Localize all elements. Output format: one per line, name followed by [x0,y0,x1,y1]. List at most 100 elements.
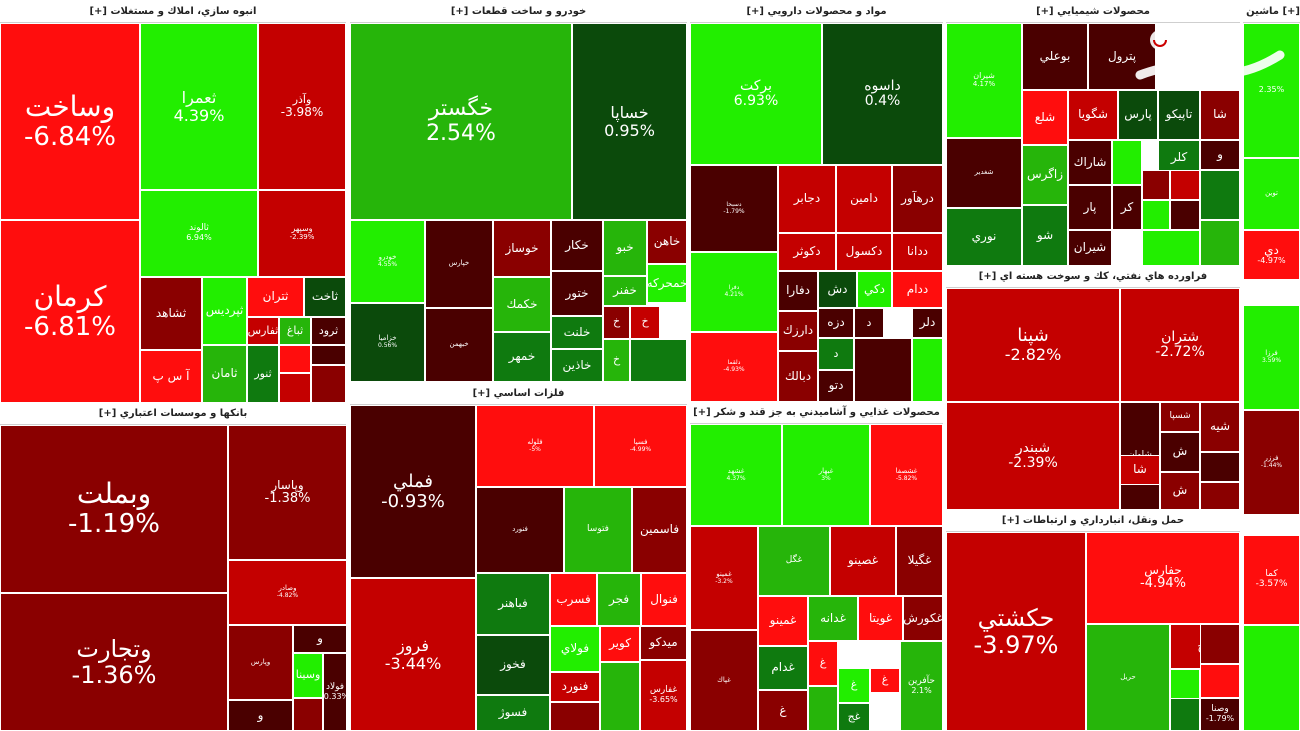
stock-tile[interactable]: ثنور [247,345,279,403]
stock-tile[interactable]: غ [808,641,838,686]
stock-tile[interactable]: غ [870,668,900,693]
stock-tile[interactable]: غگيلا [896,526,943,596]
sector-header[interactable]: [+] ماشين آلات [1243,3,1300,23]
stock-tile[interactable] [1112,140,1142,185]
stock-tile[interactable]: فنورد [476,487,564,573]
stock-tile[interactable]: وصادر -4.82% [228,560,347,625]
stock-tile[interactable]: بركت 6.93% [690,23,822,165]
stock-tile[interactable]: غصينو [830,526,896,596]
stock-tile[interactable]: ثرود [311,317,346,345]
stock-tile[interactable] [1200,624,1240,664]
stock-tile[interactable]: فسپا -4.99% [594,405,687,487]
stock-tile[interactable]: پار [1068,185,1112,230]
stock-tile[interactable]: خكار [551,220,603,271]
stock-tile[interactable]: ثپرديس [202,277,247,345]
stock-tile[interactable] [630,339,687,382]
stock-tile[interactable]: نوري [946,208,1022,266]
stock-tile[interactable]: وساخت -6.84% [0,23,140,220]
stock-tile[interactable]: غ [838,668,870,703]
stock-tile[interactable] [1142,230,1200,266]
stock-tile[interactable]: شيه [1200,402,1240,452]
stock-tile[interactable] [1170,698,1200,731]
stock-tile[interactable]: فلوله -5% [476,405,594,487]
stock-tile[interactable]: فرزا 3.59% [1243,305,1300,410]
stock-tile[interactable]: خبو [603,220,647,276]
stock-tile[interactable]: خلنت [551,316,603,349]
stock-tile[interactable] [279,345,311,373]
sector-header[interactable]: خودرو و ساخت قطعات [+] [350,3,687,23]
stock-tile[interactable]: وصنا -1.79% [1200,698,1240,731]
stock-tile[interactable]: خكمك [493,277,551,332]
stock-tile[interactable] [293,698,323,731]
stock-tile[interactable]: غپاك [690,630,758,731]
stock-tile[interactable]: ثباغ [279,317,311,345]
stock-tile[interactable]: شگويا [1068,90,1118,140]
stock-tile[interactable]: ثشاهد [140,277,202,350]
stock-tile[interactable]: شبندر -2.39% [946,402,1120,510]
stock-tile[interactable]: ش [1160,432,1200,472]
stock-tile[interactable]: ميدكو [640,626,687,660]
stock-tile[interactable]: ثالوند 6.94% [140,190,258,277]
stock-tile[interactable]: دتو [818,370,854,402]
stock-tile[interactable]: فجر [597,573,641,626]
stock-tile[interactable]: فنوال [641,573,687,626]
stock-tile[interactable]: خگستر 2.54% [350,23,572,220]
stock-tile[interactable]: خاذين [551,349,603,382]
stock-tile[interactable]: آ س پ [140,350,202,403]
stock-tile[interactable]: ثتران [247,277,304,317]
stock-tile[interactable]: غفارس -3.65% [640,660,687,731]
stock-tile[interactable]: وتجارت -1.36% [0,593,228,731]
stock-tile[interactable]: خبهمن [425,308,493,382]
stock-tile[interactable]: كوير [600,626,640,662]
stock-tile[interactable] [311,365,346,403]
stock-tile[interactable]: خپارس [425,220,493,308]
stock-tile[interactable]: دفرا 4.21% [690,252,778,332]
stock-tile[interactable] [1200,664,1240,698]
stock-tile[interactable]: دجابر [778,165,836,233]
stock-tile[interactable]: غگل [758,526,830,596]
stock-tile[interactable]: دكوثر [778,233,836,271]
stock-tile[interactable] [279,373,311,403]
stock-tile[interactable]: كما -3.57% [1243,535,1300,625]
sector-header[interactable]: فلزات اساسي [+] [350,385,687,405]
stock-tile[interactable]: شيران 4.17% [946,23,1022,138]
stock-tile[interactable]: پترول [1088,23,1156,90]
stock-tile[interactable]: غج [838,703,870,731]
sector-header[interactable]: مواد و محصولات دارويي [+] [690,3,943,23]
stock-tile[interactable]: دزه [818,308,854,338]
stock-tile[interactable]: دبالك [778,351,818,402]
stock-tile[interactable] [550,702,600,731]
stock-tile[interactable]: شاراك [1068,140,1112,185]
stock-tile[interactable]: تاپيكو [1158,90,1200,140]
stock-tile[interactable] [1243,625,1300,731]
stock-tile[interactable]: دكي [857,271,892,308]
stock-tile[interactable] [1200,220,1240,266]
stock-tile[interactable]: ددام [892,271,943,308]
stock-tile[interactable]: ثفارس [247,317,279,345]
stock-tile[interactable]: غ [758,690,808,731]
stock-tile[interactable]: شپنا -2.82% [946,288,1120,402]
stock-tile[interactable]: دي -4.97% [1243,230,1300,280]
stock-tile[interactable]: غشهد 4.37% [690,424,782,526]
stock-tile[interactable]: غمينو -3.2% [690,526,758,630]
stock-tile[interactable] [912,338,943,402]
stock-tile[interactable]: خ [603,306,630,339]
stock-tile[interactable]: كر [1112,185,1142,230]
stock-tile[interactable]: ختور [551,271,603,316]
stock-tile[interactable] [1170,200,1200,230]
stock-tile[interactable] [1142,170,1170,200]
stock-tile[interactable]: شو [1022,205,1068,266]
stock-tile[interactable]: فتوسا [564,487,632,573]
stock-tile[interactable]: فاسمين [632,487,687,573]
stock-tile[interactable]: شا [1120,455,1160,485]
stock-tile[interactable]: دفارا [778,271,818,311]
sector-header[interactable]: حمل ونقل، انبارداري و ارتباطات [+] [946,512,1240,532]
stock-tile[interactable]: حكشتي -3.97% [946,532,1086,731]
stock-tile[interactable]: ش [1160,472,1200,510]
stock-tile[interactable] [1200,452,1240,482]
stock-tile[interactable]: خ [603,339,630,382]
stock-tile[interactable]: غبهار 3% [782,424,870,526]
stock-tile[interactable] [1170,170,1200,200]
stock-tile[interactable]: خمهر [493,332,551,382]
stock-tile[interactable]: و [1200,140,1240,170]
